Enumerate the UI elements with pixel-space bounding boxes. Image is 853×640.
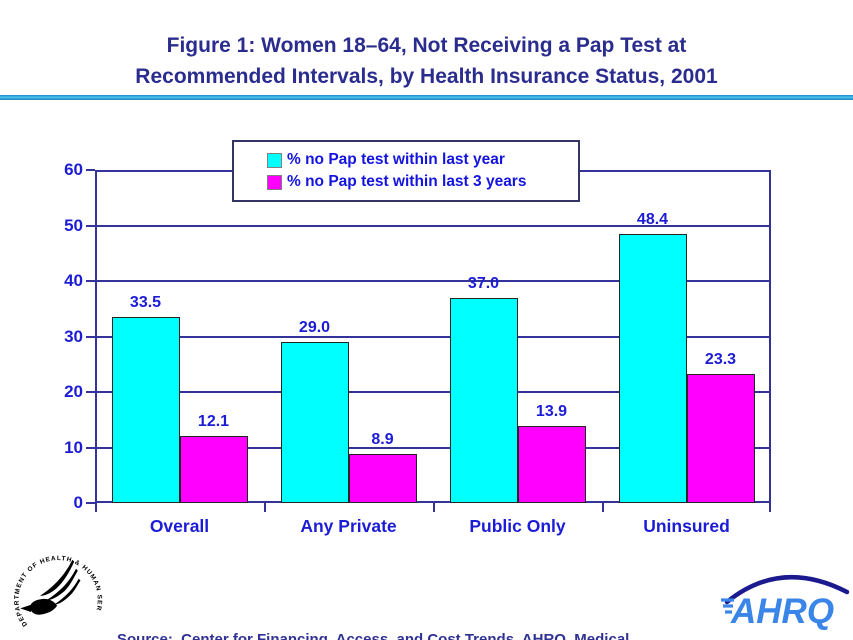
bar-any-private-no-pap-last-3-years (348, 453, 417, 503)
value-label-public-only-no-pap-last-3-years: 13.9 (535, 402, 568, 420)
page-title: Figure 1: Women 18–64, Not Receiving a P… (0, 30, 853, 92)
y-tick-20 (86, 391, 95, 393)
value-label-uninsured-no-pap-last-year: 48.4 (636, 211, 669, 229)
value-label-overall-no-pap-last-year: 33.5 (129, 294, 162, 312)
bar-public-only-no-pap-last-3-years (517, 425, 586, 503)
x-tick-3 (602, 503, 604, 512)
x-tick-1 (264, 503, 266, 512)
y-axis-label-40: 40 (64, 271, 83, 290)
legend-label-last-3-years: % no Pap test within last 3 years (287, 173, 527, 190)
page-title-line2: Recommended Intervals, by Health Insuran… (135, 65, 718, 88)
x-axis-line (95, 501, 771, 503)
page-title-line1: Figure 1: Women 18–64, Not Receiving a P… (166, 34, 687, 57)
y-tick-30 (86, 336, 95, 338)
value-label-any-private-no-pap-last-3-years: 8.9 (371, 430, 394, 448)
title-divider (0, 95, 853, 100)
y-tick-0 (86, 502, 95, 504)
legend-swatch-last-3-years-icon (267, 174, 282, 190)
value-label-any-private-no-pap-last-year: 29.0 (298, 319, 331, 337)
x-tick-4 (769, 503, 771, 512)
bar-uninsured-no-pap-last-3-years (686, 373, 755, 503)
plot-area: 0 10 20 30 40 50 60 33.5 12.1 Overall 29.0 8.9 Any P… (64, 160, 771, 536)
gridline-40 (95, 280, 771, 282)
value-label-overall-no-pap-last-3-years: 12.1 (197, 412, 230, 430)
bar-public-only-no-pap-last-year (449, 297, 518, 503)
y-axis-label-50: 50 (64, 216, 83, 235)
category-label-uninsured: Uninsured (643, 516, 730, 536)
source-note: Source: Center for Financing, Access, an… (117, 591, 629, 640)
bar-any-private-no-pap-last-year (280, 342, 349, 503)
gridline-30 (95, 336, 771, 338)
ahrq-logo-speed-lines (721, 598, 734, 614)
bar-uninsured-no-pap-last-year (618, 234, 687, 503)
legend-item-last-year: % no Pap test within last year (267, 151, 578, 169)
category-label-overall: Overall (149, 516, 210, 536)
y-tick-50 (86, 225, 95, 227)
ahrq-logo-arc (724, 574, 850, 605)
x-tick-2 (433, 503, 435, 512)
hhs-eagle-logo-icon: DEPARTMENT OF HEALTH & HUMAN SERVICES · … (10, 549, 102, 628)
gridline-50 (95, 225, 771, 227)
x-tick-0 (95, 503, 97, 512)
y-axis-label-10: 10 (64, 438, 83, 457)
legend-item-last-3-years: % no Pap test within last 3 years (267, 173, 578, 191)
y-axis-label-20: 20 (64, 382, 83, 401)
y-tick-10 (86, 447, 95, 449)
gridline-10 (95, 447, 771, 449)
source-note-line1: Source: Center for Financing, Access, an… (117, 631, 630, 640)
hhs-eagle-glyph (20, 559, 81, 615)
category-label-public-only: Public Only (469, 516, 566, 536)
legend-label-last-year: % no Pap test within last year (287, 151, 505, 168)
y-axis-label-60: 60 (64, 160, 83, 179)
bar-overall-no-pap-last-3-years (179, 435, 248, 503)
y-tick-60 (86, 169, 95, 171)
ahrq-logo-icon: AHRQ (721, 574, 850, 631)
value-label-uninsured-no-pap-last-3-years: 23.3 (704, 350, 737, 368)
y-tick-40 (86, 280, 95, 282)
category-label-any-private: Any Private (300, 516, 397, 536)
value-label-public-only-no-pap-last-year: 37.0 (467, 274, 500, 292)
gridline-20 (95, 391, 771, 393)
bar-overall-no-pap-last-year (111, 317, 180, 503)
chart-legend: % no Pap test within last year % no Pap … (232, 140, 580, 202)
y-axis-label-30: 30 (64, 327, 83, 346)
legend-swatch-last-year-icon (267, 152, 282, 168)
ahrq-logo-text: AHRQ (730, 592, 834, 631)
y-axis-label-0: 0 (73, 493, 83, 512)
